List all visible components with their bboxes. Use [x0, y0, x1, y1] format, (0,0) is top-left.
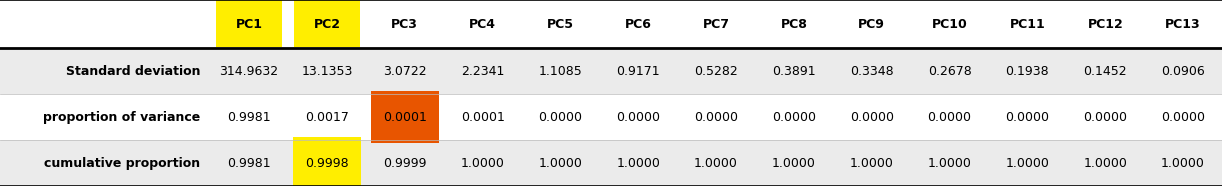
Text: PC4: PC4: [469, 18, 496, 31]
Text: PC9: PC9: [858, 18, 885, 31]
Text: 0.2678: 0.2678: [927, 65, 971, 78]
Bar: [216, 0, 282, 46]
Text: 0.0017: 0.0017: [306, 111, 348, 124]
Text: 2.2341: 2.2341: [461, 65, 505, 78]
Text: 1.1085: 1.1085: [539, 65, 583, 78]
Text: 1.0000: 1.0000: [1006, 157, 1050, 170]
Text: 0.3891: 0.3891: [772, 65, 816, 78]
Text: 0.0000: 0.0000: [694, 111, 738, 124]
Text: 0.9981: 0.9981: [227, 157, 271, 170]
Text: 314.9632: 314.9632: [220, 65, 279, 78]
Text: PC6: PC6: [624, 18, 651, 31]
Text: 0.9999: 0.9999: [382, 157, 426, 170]
Text: PC5: PC5: [547, 18, 574, 31]
Text: 0.3348: 0.3348: [851, 65, 893, 78]
Bar: [370, 92, 439, 143]
Text: 0.0000: 0.0000: [616, 111, 660, 124]
Text: 0.0000: 0.0000: [772, 111, 816, 124]
Bar: [295, 0, 359, 46]
Text: PC7: PC7: [703, 18, 730, 31]
Text: 1.0000: 1.0000: [616, 157, 660, 170]
Text: PC3: PC3: [391, 18, 418, 31]
Text: 0.9998: 0.9998: [306, 157, 348, 170]
Text: 0.9171: 0.9171: [616, 65, 660, 78]
Bar: [0, 140, 1222, 186]
Text: proportion of variance: proportion of variance: [43, 111, 200, 124]
Text: 1.0000: 1.0000: [927, 157, 971, 170]
Text: 13.1353: 13.1353: [302, 65, 353, 78]
Text: 0.0000: 0.0000: [1083, 111, 1127, 124]
Text: 0.9981: 0.9981: [227, 111, 271, 124]
Text: Standard deviation: Standard deviation: [66, 65, 200, 78]
Text: 0.0000: 0.0000: [539, 111, 583, 124]
Text: 0.0906: 0.0906: [1161, 65, 1205, 78]
Text: PC13: PC13: [1166, 18, 1201, 31]
Text: 1.0000: 1.0000: [1161, 157, 1205, 170]
Text: PC11: PC11: [1009, 18, 1045, 31]
Text: 1.0000: 1.0000: [772, 157, 816, 170]
Text: 1.0000: 1.0000: [461, 157, 505, 170]
Text: 0.0000: 0.0000: [849, 111, 893, 124]
Text: 0.0000: 0.0000: [1006, 111, 1050, 124]
Text: PC1: PC1: [236, 18, 263, 31]
Text: 1.0000: 1.0000: [694, 157, 738, 170]
Text: 0.0000: 0.0000: [1161, 111, 1205, 124]
Text: PC10: PC10: [931, 18, 968, 31]
Bar: [293, 137, 362, 186]
Bar: [0, 48, 1222, 94]
Text: PC12: PC12: [1088, 18, 1123, 31]
Text: 0.5282: 0.5282: [694, 65, 738, 78]
Text: 1.0000: 1.0000: [1084, 157, 1127, 170]
Text: cumulative proportion: cumulative proportion: [44, 157, 200, 170]
Text: 0.0001: 0.0001: [382, 111, 426, 124]
Text: 1.0000: 1.0000: [539, 157, 583, 170]
Text: 1.0000: 1.0000: [849, 157, 893, 170]
Text: 0.1938: 0.1938: [1006, 65, 1050, 78]
Text: PC2: PC2: [313, 18, 341, 31]
Text: 0.0000: 0.0000: [927, 111, 971, 124]
Text: 0.1452: 0.1452: [1084, 65, 1127, 78]
Text: PC8: PC8: [781, 18, 808, 31]
Bar: [0, 94, 1222, 140]
Text: 3.0722: 3.0722: [382, 65, 426, 78]
Text: 0.0001: 0.0001: [461, 111, 505, 124]
